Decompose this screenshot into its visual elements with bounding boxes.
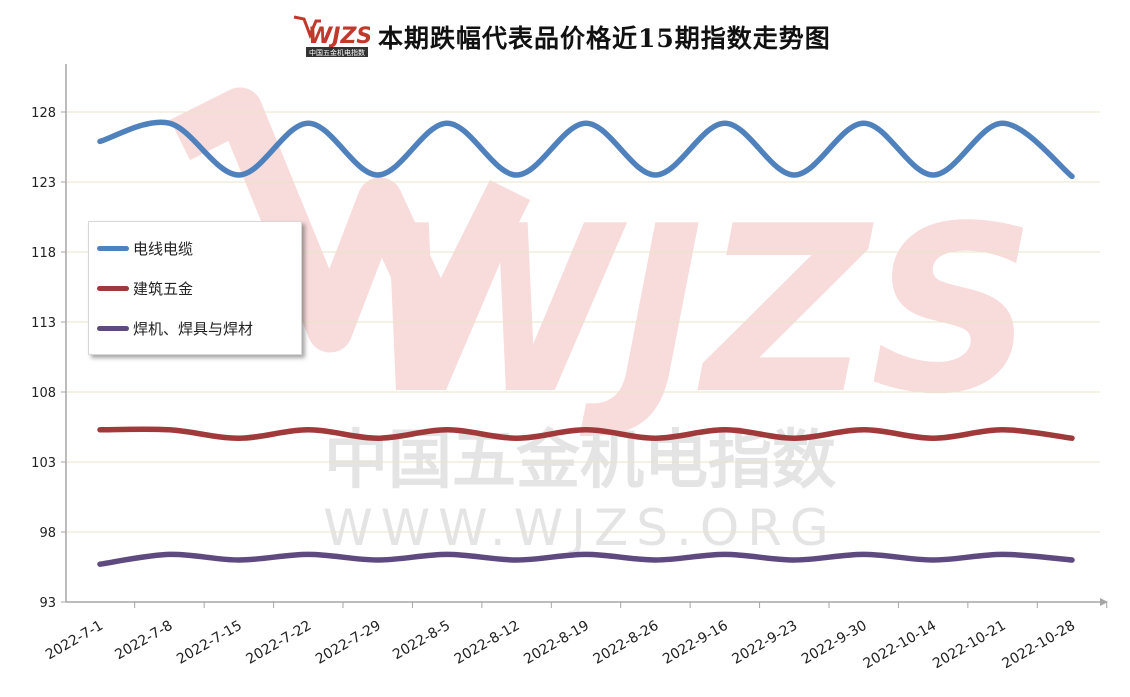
x-tick-label: 2022-9-16	[660, 618, 731, 668]
x-tick-label: 2022-7-22	[244, 618, 315, 668]
y-tick-label: 113	[31, 316, 56, 331]
x-tick-label: 2022-7-15	[174, 618, 245, 668]
x-tick-label: 2022-9-30	[799, 618, 870, 668]
watermark-swoosh	[169, 87, 531, 353]
series-line-2	[97, 551, 1075, 567]
x-tick-label: 2022-10-28	[1000, 618, 1078, 673]
y-tick-label: 118	[31, 246, 56, 261]
y-tick-label: 128	[31, 106, 56, 121]
svg-text:中国五金机电指数: 中国五金机电指数	[309, 48, 365, 57]
x-tick-label: 2022-7-1	[43, 618, 106, 664]
x-tick-label: 2022-8-12	[452, 618, 523, 668]
x-tick-label: 2022-8-5	[390, 618, 453, 664]
legend-label-welding: 焊机、焊具与焊材	[133, 319, 254, 338]
legend-label-hardware: 建筑五金	[133, 279, 194, 298]
y-tick-label: 103	[31, 456, 56, 471]
legend-swatch-hardware	[97, 285, 129, 291]
legend: 电线电缆 建筑五金 焊机、焊具与焊材	[88, 221, 302, 355]
title-bar: WJZS 中国五金机电指数 本期跌幅代表品价格近15期指数走势图	[290, 12, 831, 62]
svg-text:WJZS: WJZS	[308, 24, 370, 49]
watermark-brand: WJZS	[364, 178, 1036, 445]
x-tick-label: 2022-10-14	[861, 618, 940, 673]
x-axis-arrow	[1100, 598, 1108, 606]
x-tick-label: 2022-9-23	[730, 618, 801, 668]
x-tick-label: 2022-10-21	[930, 618, 1008, 673]
legend-swatch-wire	[97, 245, 129, 251]
y-tick-label: 123	[31, 176, 56, 191]
y-tick-label: 98	[39, 526, 56, 541]
wjzs-logo: WJZS 中国五金机电指数	[290, 13, 372, 61]
legend-item-wire: 电线电缆	[97, 238, 193, 258]
x-tick-label: 2022-7-8	[112, 618, 175, 664]
x-tick-label: 2022-8-26	[591, 618, 662, 668]
chart-title: 本期跌幅代表品价格近15期指数走势图	[378, 24, 831, 53]
legend-item-welding: 焊机、焊具与焊材	[97, 318, 253, 338]
x-tick-label: 2022-7-29	[313, 618, 384, 668]
x-tick-label: 2022-8-19	[521, 618, 592, 668]
legend-swatch-welding	[97, 325, 129, 331]
y-tick-label: 108	[31, 386, 56, 401]
legend-item-hardware: 建筑五金	[97, 278, 193, 298]
legend-label-wire: 电线电缆	[133, 239, 194, 258]
watermark-line2: WWW.WJZS.ORG	[323, 499, 836, 557]
y-tick-label: 93	[39, 596, 56, 611]
